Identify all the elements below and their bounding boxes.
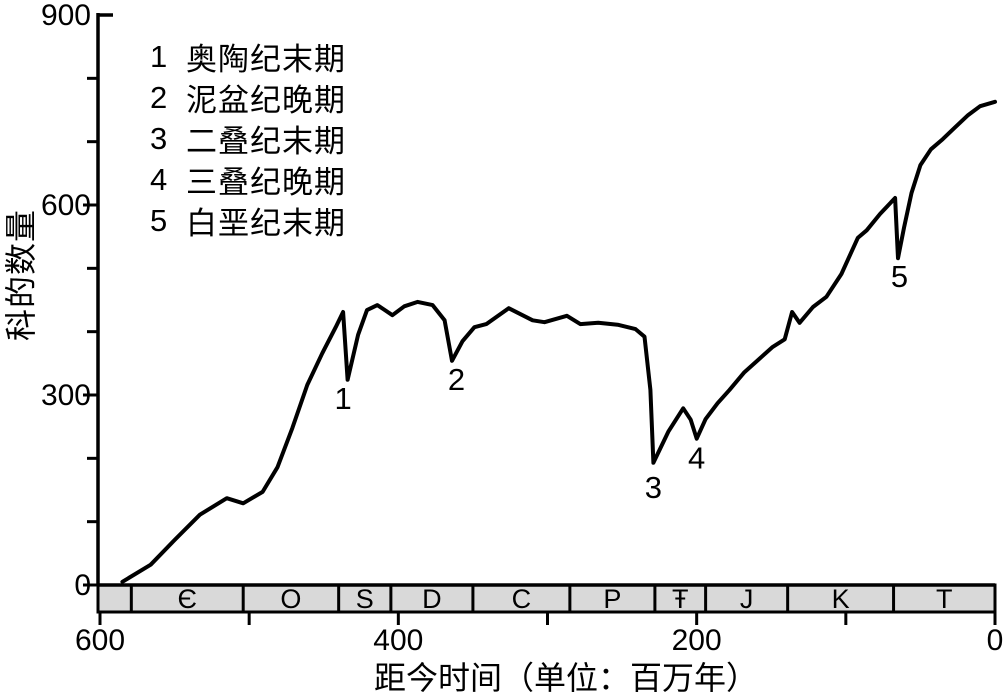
legend-number: 1 [150, 38, 168, 74]
period-label-Ŧ: Ŧ [672, 584, 689, 614]
legend-label: 奥陶纪末期 [186, 42, 346, 77]
legend-number: 3 [150, 120, 168, 156]
x-tick-label: 400 [373, 624, 423, 657]
legend-number: 2 [150, 79, 168, 115]
event-marker-3: 3 [645, 470, 662, 505]
event-marker-1: 1 [335, 381, 352, 416]
legend-number: 5 [150, 202, 168, 238]
period-label-C: C [512, 584, 532, 614]
x-axis-title: 距今时间（单位：百万年） [374, 660, 759, 696]
y-axis-title: 科的数量 [3, 208, 39, 342]
legend-row-4: 4 三叠纪晚期 [150, 159, 346, 201]
y-tick-label: 600 [41, 189, 91, 222]
legend-label: 二叠纪末期 [186, 124, 346, 159]
legend-number: 4 [150, 161, 168, 197]
period-label-O: O [280, 584, 301, 614]
period-label-P: P [603, 584, 621, 614]
legend-label: 白垩纪末期 [186, 206, 346, 241]
legend-row-5: 5 白垩纪末期 [150, 200, 346, 242]
event-marker-4: 4 [688, 441, 705, 476]
period-label-Є: Є [178, 584, 197, 614]
x-tick-label: 0 [987, 624, 1004, 657]
x-tick-label: 600 [75, 624, 125, 657]
diversity-curve [120, 99, 997, 584]
legend-row-1: 1 奥陶纪末期 [150, 36, 346, 78]
period-label-D: D [422, 584, 442, 614]
period-label-T: T [936, 584, 953, 614]
period-bar [96, 583, 997, 614]
extinction-legend: 1 奥陶纪末期 2 泥盆纪晚期 3 二叠纪末期 4 三叠纪晚期 5 白垩纪末期 [150, 36, 346, 242]
event-marker-2: 2 [448, 362, 465, 397]
legend-label: 三叠纪晚期 [186, 165, 346, 200]
y-tick-label: 300 [41, 379, 91, 412]
event-marker-5: 5 [891, 259, 908, 294]
period-label-S: S [356, 584, 374, 614]
legend-label: 泥盆纪晚期 [186, 83, 346, 118]
period-label-K: K [832, 584, 850, 614]
legend-row-2: 2 泥盆纪晚期 [150, 77, 346, 119]
period-label-J: J [740, 584, 754, 614]
legend-row-3: 3 二叠纪末期 [150, 118, 346, 160]
x-tick-label: 200 [672, 624, 722, 657]
y-tick-label: 0 [74, 569, 91, 602]
y-tick-label: 900 [41, 0, 91, 32]
